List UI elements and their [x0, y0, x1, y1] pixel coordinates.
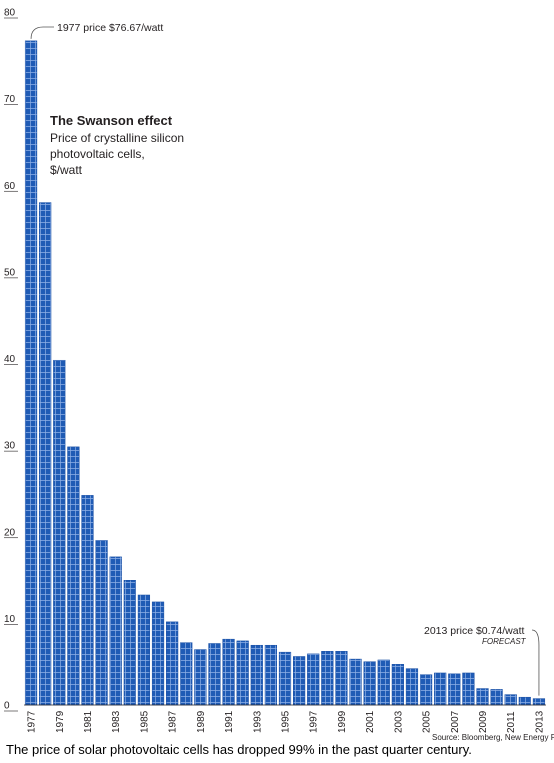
bar-1981 [81, 495, 94, 706]
bar-2001 [363, 661, 376, 706]
x-tick-label: 2007 [450, 710, 461, 733]
y-tick-label: 10 [4, 614, 16, 625]
bar-2007 [448, 673, 461, 706]
last-price-leader-line [531, 629, 540, 696]
bar-1994 [264, 644, 277, 706]
bar-1998 [321, 651, 334, 706]
bar-2004 [405, 668, 419, 706]
forecast-label: FORECAST [482, 637, 527, 646]
bar-2006 [434, 672, 447, 706]
bar-2009 [476, 688, 489, 706]
y-tick-label: 20 [4, 527, 16, 538]
bar-2010 [490, 689, 503, 706]
first-price-annotation: 1977 price $76.67/watt [57, 22, 163, 34]
bar-1987 [166, 621, 179, 706]
x-tick-label: 1999 [337, 710, 348, 733]
x-tick-label: 2013 [534, 710, 545, 733]
y-tick-label: 30 [4, 441, 16, 452]
x-tick-label: 1977 [27, 710, 38, 733]
bar-1988 [180, 642, 193, 706]
y-tick-label: 60 [4, 181, 16, 192]
bar-1996 [293, 656, 306, 706]
bar-1984 [123, 580, 136, 706]
bars [24, 40, 546, 706]
bar-1980 [67, 446, 80, 706]
bar-1990 [208, 643, 221, 706]
y-tick-label: 50 [4, 267, 16, 278]
image-caption: The price of solar photovoltaic cells ha… [6, 742, 472, 757]
y-tick-label: 80 [4, 8, 16, 19]
bar-1983 [109, 556, 122, 706]
x-tick-label: 2003 [393, 710, 404, 733]
x-tick-label: 2001 [365, 710, 376, 733]
x-tick-label: 1989 [196, 710, 207, 733]
y-axis-ticks: 0 10 20 30 40 50 60 70 80 [4, 8, 18, 712]
bar-1982 [95, 540, 108, 706]
bar-2005 [419, 674, 433, 706]
x-tick-label: 1997 [309, 710, 320, 733]
x-tick-label: 2011 [506, 711, 517, 733]
y-tick-label: 70 [4, 94, 16, 105]
x-tick-label: 2005 [422, 710, 433, 733]
bar-1985 [137, 594, 151, 706]
bar-2013 [532, 698, 546, 706]
bar-2000 [349, 658, 362, 706]
x-tick-label: 1983 [111, 710, 122, 733]
bar-1979 [53, 359, 66, 706]
y-tick-label: 40 [4, 354, 16, 365]
bar-1993 [250, 644, 263, 706]
bar-1997 [307, 653, 320, 706]
bar-2008 [462, 672, 475, 706]
chart-subtitle-line-2: photovoltaic cells, [50, 147, 145, 161]
x-axis-ticks: 1977 1979 1981 1983 1985 1987 1989 1991 1993 1995… [27, 710, 546, 733]
y-tick-label: 0 [4, 701, 10, 712]
bar-1986 [151, 601, 165, 706]
bar-1992 [236, 640, 249, 706]
chart-subtitle-line-3: $/watt [50, 163, 83, 177]
bar-2012 [518, 696, 531, 706]
source-note: Source: Bloomberg, New Energy Finance [432, 733, 554, 742]
x-tick-label: 1981 [83, 710, 94, 733]
x-tick-label: 1995 [281, 710, 292, 733]
bar-2003 [391, 664, 404, 706]
bar-1989 [194, 649, 207, 706]
bar-1978 [39, 202, 52, 706]
x-tick-label: 1993 [252, 710, 263, 733]
bar-1995 [278, 651, 292, 706]
x-tick-label: 1991 [224, 710, 235, 733]
chart-subtitle-line-1: Price of crystalline silicon [50, 131, 184, 145]
bar-1991 [222, 638, 235, 706]
first-price-leader-line [30, 26, 54, 39]
bar-2002 [377, 659, 390, 706]
x-tick-label: 1985 [139, 710, 150, 733]
x-tick-label: 1979 [55, 710, 66, 733]
bar-1999 [335, 651, 348, 706]
bar-1977 [24, 40, 38, 706]
bar-2011 [504, 694, 517, 706]
chart-title: The Swanson effect [50, 113, 173, 128]
x-tick-label: 2009 [478, 710, 489, 733]
x-tick-label: 1987 [168, 710, 179, 733]
last-price-annotation: 2013 price $0.74/watt [424, 625, 524, 637]
